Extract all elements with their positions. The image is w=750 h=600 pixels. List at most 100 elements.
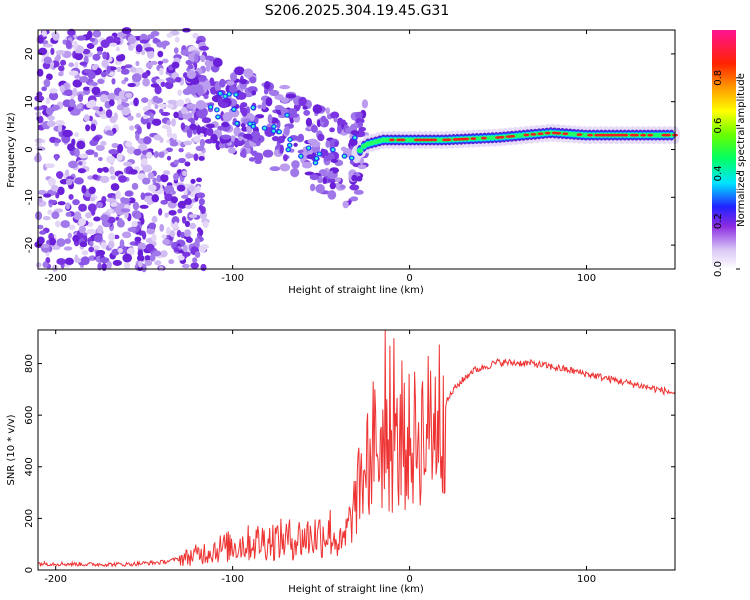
spectrogram-cell (85, 149, 95, 156)
spectrogram-cell (291, 160, 300, 169)
spectrogram-cell (530, 132, 537, 136)
spectrogram-cell (288, 138, 292, 141)
spectrogram-cell (279, 163, 291, 172)
spectrogram-cell (174, 76, 182, 83)
snr-plot-area (38, 330, 675, 570)
spectrogram-cell (149, 112, 154, 118)
spectrogram-cell (196, 192, 206, 199)
spectrogram-cell (154, 85, 162, 95)
spectrogram-cell (251, 130, 261, 138)
spectrogram-cell (305, 117, 313, 127)
spectrogram-cell (205, 123, 215, 129)
spectrogram-cell (106, 155, 116, 164)
spectrogram-cell (166, 119, 171, 126)
spectrogram-cell (111, 248, 120, 256)
spectrogram-cell (198, 244, 207, 253)
spectrogram-cell (152, 177, 157, 184)
spectrogram-cell (309, 173, 319, 181)
spectrogram-cell (277, 130, 281, 134)
spectrogram-cell (537, 132, 544, 136)
spectrogram-cell (218, 142, 226, 149)
spectrogram-cell (257, 104, 263, 109)
spectrogram-cell (280, 97, 290, 103)
snr-y-ticks: 0 200 400 600 800 (24, 354, 675, 573)
spectrogram-cell (223, 94, 227, 98)
spectrogram-cell (196, 125, 202, 135)
spectrogram-cell (323, 155, 330, 162)
spectrogram-cell (45, 73, 53, 81)
spectrogram-y-tick-label: -10 (24, 189, 35, 205)
spectrogram-cell (64, 238, 72, 244)
spectrogram-cell (219, 78, 226, 88)
spectrogram-cell (95, 201, 104, 209)
spectrogram-cell (206, 127, 214, 136)
spectrogram-cell (194, 250, 201, 258)
spectrogram-cell (81, 250, 89, 256)
spectrogram-cell (225, 85, 230, 93)
spectrogram-cell (249, 76, 257, 84)
spectrogram-cell (640, 133, 647, 137)
spectrogram-cell (142, 177, 151, 185)
spectrogram-cell (195, 185, 201, 193)
spectrogram-cell (101, 59, 109, 68)
spectrogram-cell (146, 200, 153, 206)
spectrogram-cell (248, 122, 252, 126)
spectrogram-cell (148, 222, 157, 230)
spectrogram-cell (131, 73, 142, 83)
spectrogram-cell (76, 103, 83, 110)
spectrogram-cell (182, 244, 188, 253)
spectrogram-cell (181, 263, 190, 269)
spectrogram-cell (117, 247, 123, 253)
spectrogram-cell (124, 262, 131, 270)
spectrogram-cell (190, 262, 199, 269)
spectrogram-cell (109, 42, 118, 47)
spectrogram-cell (187, 64, 194, 70)
spectrogram-cell (127, 35, 137, 45)
spectrogram-cell (78, 217, 86, 226)
spectrogram-cell (127, 115, 134, 121)
spectrogram-cell (186, 85, 195, 94)
spectrogram-cell (668, 132, 675, 138)
spectrogram-cell (234, 138, 245, 147)
spectrogram-cell (135, 112, 142, 118)
spectrogram-cell (100, 214, 110, 222)
spectrogram-cell (68, 62, 75, 68)
spectrogram-cell (100, 175, 110, 184)
spectrogram-cell (105, 129, 114, 136)
spectrogram-cell (399, 138, 406, 142)
spectrogram-cell (58, 65, 65, 72)
spectrogram-cell (160, 111, 171, 117)
spectrogram-cell (134, 212, 142, 220)
spectrogram-cell (111, 78, 116, 85)
spectrogram-cell (108, 148, 119, 155)
spectrogram-cell (126, 146, 136, 155)
spectrogram-cell (173, 159, 180, 165)
spectrogram-cell (50, 47, 55, 56)
colorbar-tick-label: 0.0 (713, 261, 724, 277)
spectrogram-cell (144, 47, 154, 52)
spectrogram-cell (34, 95, 45, 102)
spectrogram-cell (480, 136, 487, 140)
spectrogram-cell (216, 115, 220, 119)
spectrogram-cell (68, 70, 79, 77)
spectrogram-cell (320, 115, 327, 123)
snr-panel: -200 -100 0 100 0 200 400 600 800 Height of str… (6, 329, 676, 595)
spectrogram-cell (49, 88, 58, 94)
spectrogram-cell (36, 153, 41, 162)
spectrogram-cell (215, 108, 219, 112)
spectrogram-cell (171, 216, 180, 225)
spectrogram-cell (285, 113, 289, 117)
spectrogram-cell (361, 99, 369, 109)
spectrogram-cell (280, 106, 286, 115)
spectrogram-cell (106, 260, 112, 270)
spectrogram-cell (89, 99, 97, 108)
spectrogram-cell (68, 193, 74, 200)
spectrogram-cell (334, 177, 342, 183)
snr-y-tick-label: 0 (24, 567, 35, 573)
spectrogram-cell (161, 58, 169, 64)
spectrogram-cell (350, 196, 359, 202)
spectrogram-cell (151, 118, 162, 126)
spectrogram-cell (252, 136, 259, 144)
spectrogram-cell (192, 32, 199, 39)
spectrogram-cell (67, 232, 73, 239)
